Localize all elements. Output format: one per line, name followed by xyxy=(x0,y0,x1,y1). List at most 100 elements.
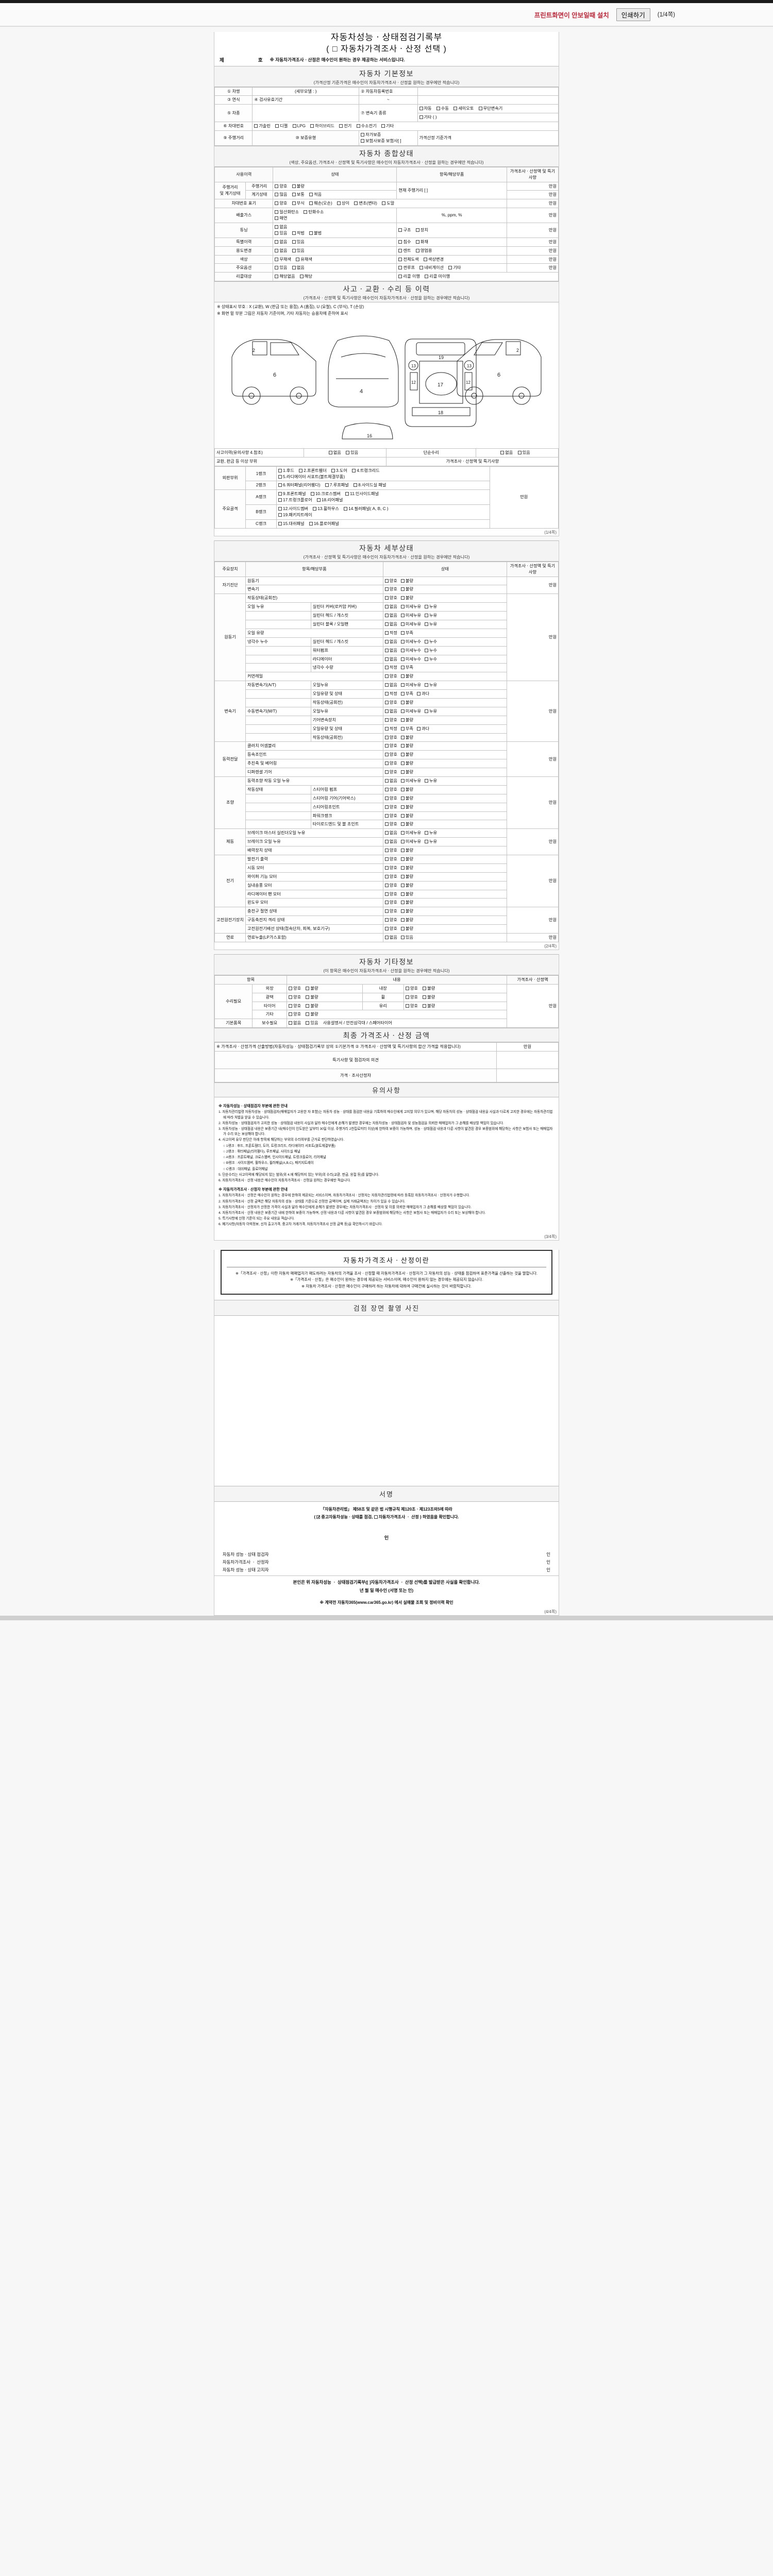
detail-state[interactable]: 적정 부족 xyxy=(382,628,507,638)
parts-rank-2[interactable]: 6.쿼터패널(리어휀다) 7.루프패널 8.사이드실 패널 xyxy=(276,481,490,490)
checkbox-accident-yes[interactable]: 있음 xyxy=(346,450,358,456)
checkbox-icon[interactable] xyxy=(384,657,389,661)
checkbox-불량[interactable]: 불량 xyxy=(400,926,413,932)
checkbox-누유[interactable]: 누유 xyxy=(425,708,437,715)
detail-state[interactable]: 없음 미세누유 누유 xyxy=(382,837,507,847)
detail-state[interactable]: 양호 불량 xyxy=(382,750,507,760)
checkbox-special-fire[interactable]: 화재 xyxy=(415,239,428,245)
cell-value-vehicletype[interactable] xyxy=(252,104,360,123)
item-tuning[interactable]: 구조 장치 xyxy=(396,223,507,238)
checkbox-part-18[interactable]: 18.리어패널 xyxy=(316,497,343,503)
checkbox-glass-good[interactable]: 양호 xyxy=(405,1003,418,1009)
checkbox-basic-none[interactable]: 없음 xyxy=(289,1020,301,1026)
detail-state[interactable]: 양호 불량 xyxy=(382,880,507,890)
value-accident-history[interactable]: 없음 있음 xyxy=(304,448,387,457)
checkbox-없음[interactable]: 없음 xyxy=(384,639,397,645)
cell-value-warranty[interactable]: 자가보증 보험사보증 보험사[ ] xyxy=(359,130,418,146)
checkbox-양호[interactable]: 양호 xyxy=(384,865,397,871)
detail-state[interactable]: 양호 불량 xyxy=(382,733,507,742)
checkbox-양호[interactable]: 양호 xyxy=(384,717,397,723)
detail-state[interactable]: 없음 있음 xyxy=(382,933,507,942)
checkbox-양호[interactable]: 양호 xyxy=(384,926,397,932)
checkbox-없음[interactable]: 없음 xyxy=(384,839,397,845)
checkbox-불량[interactable]: 불량 xyxy=(400,795,413,802)
checkbox-양호[interactable]: 양호 xyxy=(384,813,397,819)
detail-state[interactable]: 없음 미세누수 누수 xyxy=(382,637,507,647)
detail-state[interactable]: 양호 불량 xyxy=(382,759,507,769)
price-options[interactable]: 만원 xyxy=(506,263,559,273)
checkbox-icon[interactable] xyxy=(425,639,429,643)
checkbox-불량[interactable]: 불량 xyxy=(400,717,413,723)
checkbox-icon[interactable] xyxy=(384,874,389,878)
cell-value-fuel[interactable]: 가솔린 디젤 LPG 하이브리드 전기 수소전기 기타 xyxy=(252,122,559,131)
item-options[interactable]: 썬루프 네비게이션 기타 xyxy=(396,263,507,273)
item-color[interactable]: 전체도색 색상변경 xyxy=(396,255,507,264)
checkbox-icon[interactable] xyxy=(425,779,429,783)
checkbox-icon[interactable] xyxy=(384,753,389,757)
final-amount-unit[interactable]: 만원 xyxy=(496,1042,559,1052)
parts-rank-1[interactable]: 1.후드 2.프론트휀더 3.도어 4.트렁크리드 5.라디에이터 서포트(볼트… xyxy=(276,466,490,482)
checkbox-option-navigation[interactable]: 네비게이션 xyxy=(419,265,444,271)
checkbox-미세누유[interactable]: 미세누유 xyxy=(400,621,421,628)
item-usechange[interactable]: 렌트 영업용 xyxy=(396,246,507,256)
checkbox-icon[interactable] xyxy=(425,840,429,844)
checkbox-icon[interactable] xyxy=(384,787,389,791)
state-emission[interactable]: 일산화탄소 탄화수소 매연 xyxy=(273,208,397,223)
checkbox-불량[interactable]: 불량 xyxy=(400,586,413,592)
checkbox-vin-altered[interactable]: 변조(변타) xyxy=(354,200,377,207)
checkbox-불량[interactable]: 불량 xyxy=(400,848,413,854)
checkbox-recall-notdone[interactable]: 리콜 미이행 xyxy=(425,274,450,280)
checkbox-icon[interactable] xyxy=(384,814,389,818)
checkbox-warranty-insurer[interactable]: 보험사보증 보험사[ ] xyxy=(361,138,401,144)
checkbox-options-yes[interactable]: 있음 xyxy=(275,265,287,271)
detail-state[interactable]: 없음 미세누유 누유 xyxy=(382,681,507,690)
checkbox-icon[interactable] xyxy=(400,605,405,609)
checkbox-part-2[interactable]: 2.프론트휀더 xyxy=(299,468,327,474)
checkbox-없음[interactable]: 없음 xyxy=(384,648,397,654)
final-row1-value[interactable] xyxy=(496,1051,559,1070)
detail-price[interactable]: 만원 xyxy=(506,741,559,777)
price-color[interactable]: 만원 xyxy=(506,255,559,264)
checkbox-color-changed[interactable]: 색상변경 xyxy=(423,257,444,263)
checkbox-icon[interactable] xyxy=(400,726,405,731)
checkbox-gauge-many[interactable]: 많음 xyxy=(275,192,287,198)
checkbox-part-9[interactable]: 9.프론트패널 xyxy=(278,491,306,497)
checkbox-icon[interactable] xyxy=(384,883,389,887)
etc-price[interactable]: 만원 xyxy=(506,984,559,1028)
checkbox-part-14[interactable]: 14.필러패널( A, B, C ) xyxy=(344,506,389,512)
checkbox-icon[interactable] xyxy=(400,857,405,861)
checkbox-양호[interactable]: 양호 xyxy=(384,752,397,758)
checkbox-icon[interactable] xyxy=(400,822,405,826)
checkbox-tire-bad[interactable]: 불량 xyxy=(306,1003,318,1009)
checkbox-icon[interactable] xyxy=(384,901,389,905)
checkbox-불량[interactable]: 불량 xyxy=(400,673,413,680)
detail-state[interactable]: 양호 불량 xyxy=(382,916,507,925)
checkbox-양호[interactable]: 양호 xyxy=(384,848,397,854)
checkbox-usechange-commercial[interactable]: 영업용 xyxy=(415,248,432,254)
checkbox-icon[interactable] xyxy=(384,892,389,896)
checkbox-icon[interactable] xyxy=(400,587,405,591)
checkbox-tuning-illegal[interactable]: 불법 xyxy=(309,230,322,236)
signature-seal-inspector[interactable]: 인 xyxy=(546,1551,550,1557)
detail-state[interactable]: 없음 미세누유 누유 xyxy=(382,611,507,620)
checkbox-불량[interactable]: 불량 xyxy=(400,917,413,923)
checkbox-있음[interactable]: 있음 xyxy=(400,935,413,941)
detail-state[interactable]: 양호 불량 xyxy=(382,793,507,803)
detail-price[interactable]: 만원 xyxy=(506,594,559,682)
checkbox-없음[interactable]: 없음 xyxy=(384,935,397,941)
checkbox-양호[interactable]: 양호 xyxy=(384,700,397,706)
buyer-date-line[interactable]: 년 월 일 매수인 (서명 또는 인) xyxy=(359,1588,414,1594)
detail-price[interactable]: 만원 xyxy=(506,776,559,829)
checkbox-없음[interactable]: 없음 xyxy=(384,682,397,688)
checkbox-누수[interactable]: 누수 xyxy=(425,639,437,645)
checkbox-recall-done[interactable]: 리콜 이행 xyxy=(398,274,420,280)
parts-price[interactable]: 만원 xyxy=(489,466,559,529)
checkbox-양호[interactable]: 양호 xyxy=(384,856,397,862)
checkbox-icon[interactable] xyxy=(384,683,389,687)
checkbox-icon[interactable] xyxy=(400,666,405,670)
checkbox-int-bad[interactable]: 불량 xyxy=(423,986,435,992)
checkbox-불량[interactable]: 불량 xyxy=(400,743,413,749)
etc-opts-tire[interactable]: 양호 불량 xyxy=(287,1001,363,1011)
checkbox-part-7[interactable]: 7.루프패널 xyxy=(325,482,349,488)
checkbox-warranty-self[interactable]: 자가보증 xyxy=(361,132,381,138)
